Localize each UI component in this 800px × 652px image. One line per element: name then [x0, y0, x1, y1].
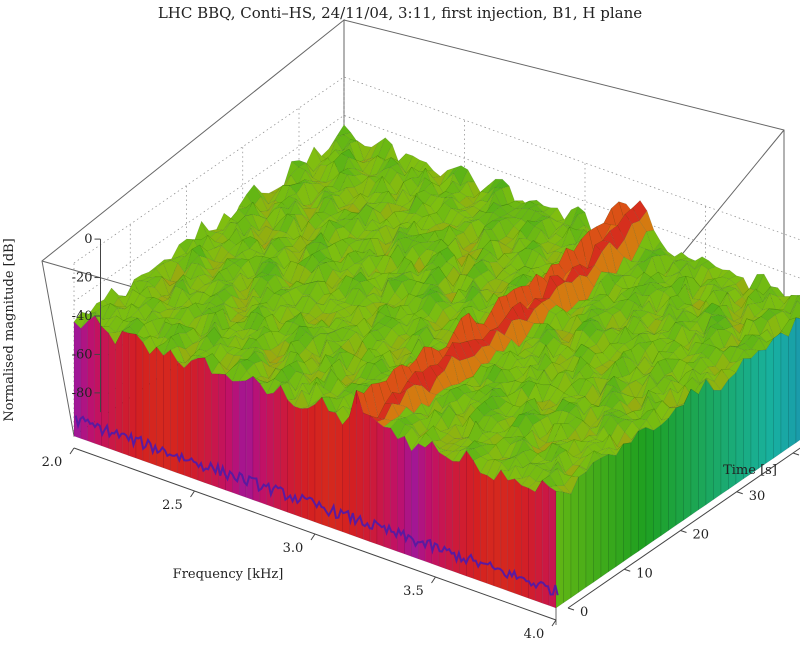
front-wall-strip — [486, 475, 495, 587]
y-tick-label: 10 — [636, 566, 653, 581]
y-tick-mark — [624, 568, 631, 572]
x-tick-label: 4.0 — [524, 627, 545, 642]
x-tick-label: 3.5 — [403, 584, 424, 599]
front-wall-strip — [376, 421, 385, 547]
front-wall-strip — [480, 472, 488, 584]
y-tick-label: 0 — [580, 605, 588, 620]
z-tick-label: -80 — [72, 386, 93, 401]
side-wall-strip — [608, 454, 617, 573]
side-wall-strip — [780, 332, 789, 454]
front-wall-strip — [80, 320, 89, 442]
wall-gridline-z — [73, 115, 800, 302]
front-wall-strip — [363, 412, 371, 542]
x-tick-mark — [69, 447, 75, 455]
side-wall-strip — [758, 349, 767, 469]
z-tick-label: 0 — [84, 232, 92, 247]
y-tick-mark — [567, 607, 575, 611]
surface-patch — [797, 295, 800, 300]
side-wall-strip — [750, 350, 759, 475]
z-tick-label: -20 — [72, 271, 93, 286]
chart-title: LHC BBQ, Conti–HS, 24/11/04, 3:11, first… — [158, 4, 642, 22]
side-wall-strip — [645, 427, 654, 547]
side-wall-strip — [668, 407, 677, 531]
y-axis-label: Time [s] — [723, 463, 777, 478]
side-wall-strip — [675, 405, 684, 526]
side-wall-strip — [788, 317, 797, 449]
side-wall-strip — [773, 332, 782, 459]
noise-floor-trace — [74, 415, 559, 596]
side-wall-strip — [638, 427, 647, 552]
z-tick-label: -60 — [72, 347, 93, 362]
side-wall-strip — [683, 388, 692, 521]
y-tick-mark — [736, 491, 743, 495]
side-wall-strip — [765, 337, 774, 464]
side-wall-strip — [578, 471, 587, 593]
z-tick-label: -40 — [72, 309, 93, 324]
side-wall-strip — [660, 417, 669, 537]
side-wall-strip — [593, 457, 602, 583]
front-wall-strip — [204, 357, 212, 486]
axes: 2.02.53.03.54.00102030400-20-40-60-80 — [42, 232, 800, 642]
side-wall-strip — [653, 424, 662, 542]
front-wall-strip — [301, 408, 309, 520]
x-tick-label: 2.5 — [162, 498, 183, 513]
side-wall-strip — [690, 388, 699, 516]
y-tick-label: 20 — [693, 528, 710, 543]
wall-gridline-z — [73, 76, 800, 264]
side-wall-strip — [698, 379, 707, 511]
x-tick-mark — [551, 619, 557, 627]
side-wall-strip — [743, 358, 752, 480]
x-axis-label: Frequency [kHz] — [173, 567, 284, 582]
side-wall-strip — [563, 491, 572, 604]
x-tick-label: 3.0 — [283, 541, 304, 556]
side-wall-strip — [570, 477, 579, 599]
front-wall-strip — [307, 404, 316, 523]
front-wall-strip — [163, 349, 171, 471]
x-tick-label: 2.0 — [42, 455, 63, 470]
side-wall-strip — [713, 389, 722, 500]
surface-patch — [797, 300, 800, 305]
side-wall-strip — [705, 378, 714, 506]
surface-front-wall — [73, 315, 800, 609]
y-tick-mark — [680, 530, 687, 533]
front-wall-strip — [493, 469, 502, 589]
x-tick-mark — [431, 576, 436, 584]
side-wall-strip — [623, 442, 632, 562]
side-wall-strip — [615, 443, 624, 568]
x-tick-mark — [310, 533, 316, 541]
z-axis-label: Normalised magnitude [dB] — [2, 238, 17, 421]
side-wall-strip — [585, 461, 594, 588]
y-tick-label: 30 — [749, 489, 766, 504]
x-tick-mark — [190, 490, 195, 498]
y-tick-mark — [792, 452, 800, 456]
surface-mesh — [73, 124, 800, 495]
front-wall-strip — [273, 384, 281, 510]
side-wall-strip — [600, 454, 609, 578]
side-wall-strip — [795, 317, 800, 444]
side-wall-strip — [630, 430, 639, 557]
